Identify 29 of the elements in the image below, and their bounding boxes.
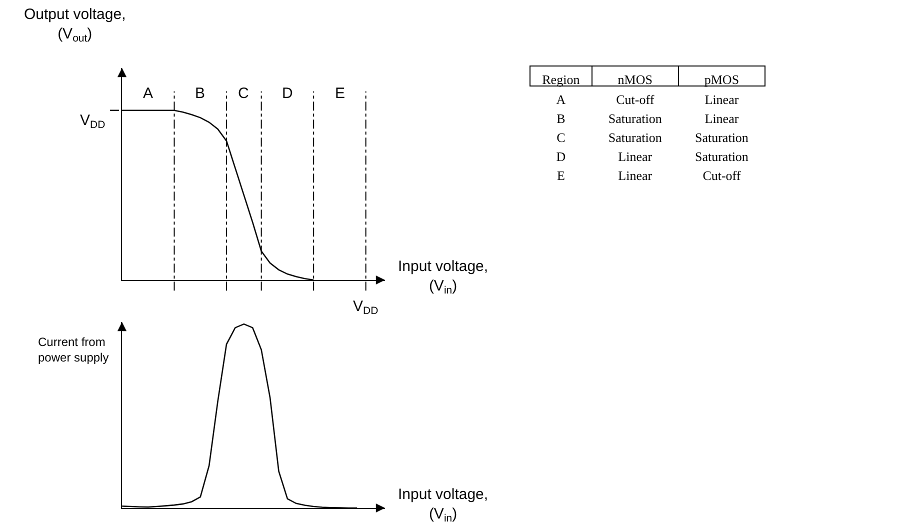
text: V$_{DD}$	[80, 112, 106, 132]
text: Linear	[618, 148, 652, 164]
x-axis-title: Input voltage, (V$_{in}$)	[398, 258, 488, 297]
text: B	[195, 85, 206, 102]
category-label: C	[556, 130, 566, 145]
text: Saturation	[694, 148, 748, 164]
text: Saturation	[608, 110, 662, 126]
text: Cut-off	[616, 92, 654, 107]
text: Cut-off	[702, 168, 741, 183]
text: Linear	[618, 168, 652, 183]
category-label: E	[556, 168, 565, 183]
text: D	[282, 85, 293, 102]
y-axis-title: Output voltage, (V$_{out}$)	[24, 6, 126, 45]
category-label: A	[556, 92, 566, 107]
text: Linear	[704, 110, 739, 126]
category-label: nMOS	[618, 72, 652, 87]
category-label: pMOS	[704, 72, 740, 87]
text: Linear	[704, 92, 739, 107]
category-label: D	[556, 148, 566, 164]
category-label: B	[556, 110, 566, 126]
y-axis-title: Current from power supply	[38, 335, 109, 365]
x-axis-title: Input voltage, (V$_{in}$)	[398, 486, 488, 525]
text: C	[238, 85, 249, 102]
text: Region	[542, 72, 580, 87]
text: A	[143, 85, 154, 102]
text: Saturation	[608, 130, 662, 145]
text: E	[335, 85, 346, 102]
text: Saturation	[694, 130, 748, 145]
text: V$_{DD}$	[353, 298, 379, 318]
